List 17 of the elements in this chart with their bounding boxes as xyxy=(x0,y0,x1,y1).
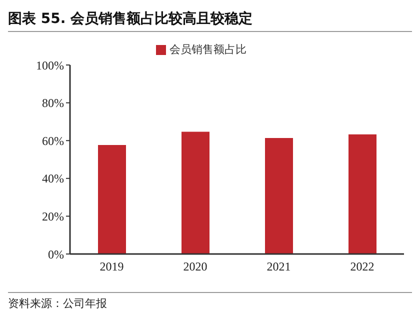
x-tick-label: 2021 xyxy=(266,260,291,274)
chart-title: 图表 55. 会员销售额占比较高且较稳定 xyxy=(8,8,412,32)
x-tick-label: 2019 xyxy=(100,260,124,274)
y-tick-label: 0% xyxy=(48,247,64,262)
y-tick-label: 40% xyxy=(42,172,64,186)
bar xyxy=(98,144,126,254)
y-tick-label: 80% xyxy=(42,96,64,110)
x-tick-label: 2020 xyxy=(183,260,208,274)
y-tick-label: 20% xyxy=(42,209,64,224)
x-tick-label: 2022 xyxy=(350,260,374,274)
y-tick-label: 60% xyxy=(42,134,64,148)
bar xyxy=(182,132,210,254)
legend-label: 会员销售额占比 xyxy=(170,43,246,56)
bar xyxy=(265,138,293,254)
bar xyxy=(348,134,376,254)
text: 资料来源：公司年报 xyxy=(8,296,108,311)
y-tick-label: 100% xyxy=(36,58,64,72)
